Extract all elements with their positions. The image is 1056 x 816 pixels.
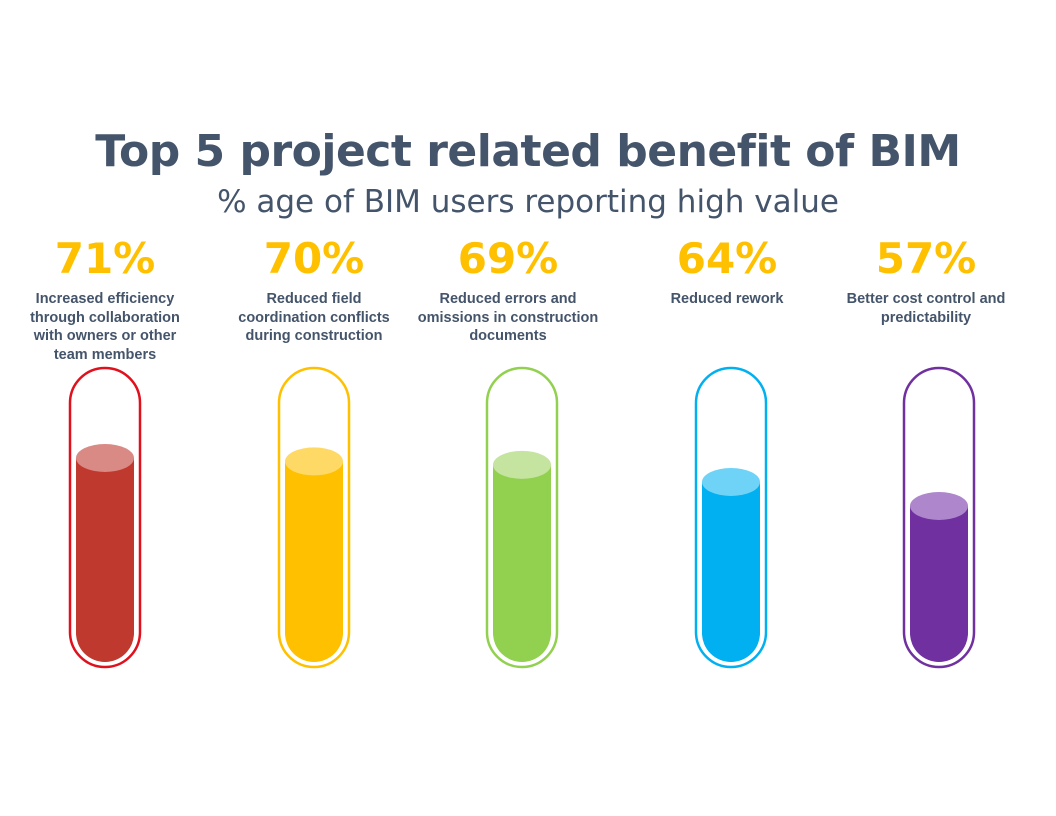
value-label: 69% [457, 234, 559, 283]
chart-title: Top 5 project related benefit of BIM [95, 126, 961, 177]
category-label: Reduced errors and omissions in construc… [417, 291, 599, 344]
tube-outline [68, 366, 142, 669]
value-label: 70% [263, 234, 365, 283]
benefit-column: 64% Reduced rework [627, 232, 827, 309]
category-label: Increased efficiency through collaborati… [30, 291, 180, 363]
tube-fill-bar [493, 464, 551, 662]
tube-fill-bar [285, 461, 343, 662]
tube-outline [277, 366, 351, 669]
tube-outline [694, 366, 768, 669]
tube-fill-surface [285, 447, 343, 476]
benefit-column: 69% Reduced errors and omissions in cons… [408, 232, 608, 346]
value-label: 57% [875, 234, 977, 283]
tube-fill-surface [910, 492, 968, 520]
tube-fill-bar [910, 506, 968, 662]
category-label: Reduced rework [670, 291, 784, 307]
value-label: 64% [676, 234, 778, 283]
tube-fill-surface [702, 468, 760, 496]
tube-outline [902, 366, 976, 669]
category-label: Reduced field coordination conflicts dur… [238, 291, 390, 344]
tube-fill-bar [76, 458, 134, 662]
benefit-column: 57% Better cost control and predictabili… [826, 232, 1026, 327]
tube-gauge [68, 366, 142, 669]
tube-fill-bar [702, 482, 760, 662]
tube-fill-surface [76, 444, 134, 472]
category-label: Better cost control and predictability [846, 291, 1006, 326]
chart-subtitle: % age of BIM users reporting high value [217, 184, 839, 220]
tube-gauge [902, 366, 976, 669]
tube-gauge [485, 366, 559, 669]
benefit-column: 70% Reduced field coordination conflicts… [214, 232, 414, 346]
tube-gauge [694, 366, 768, 669]
benefit-column: 71% Increased efficiency through collabo… [5, 232, 205, 364]
value-label: 71% [54, 234, 156, 283]
tube-fill-surface [493, 450, 551, 479]
tube-gauge [277, 366, 351, 669]
tube-outline [485, 366, 559, 669]
